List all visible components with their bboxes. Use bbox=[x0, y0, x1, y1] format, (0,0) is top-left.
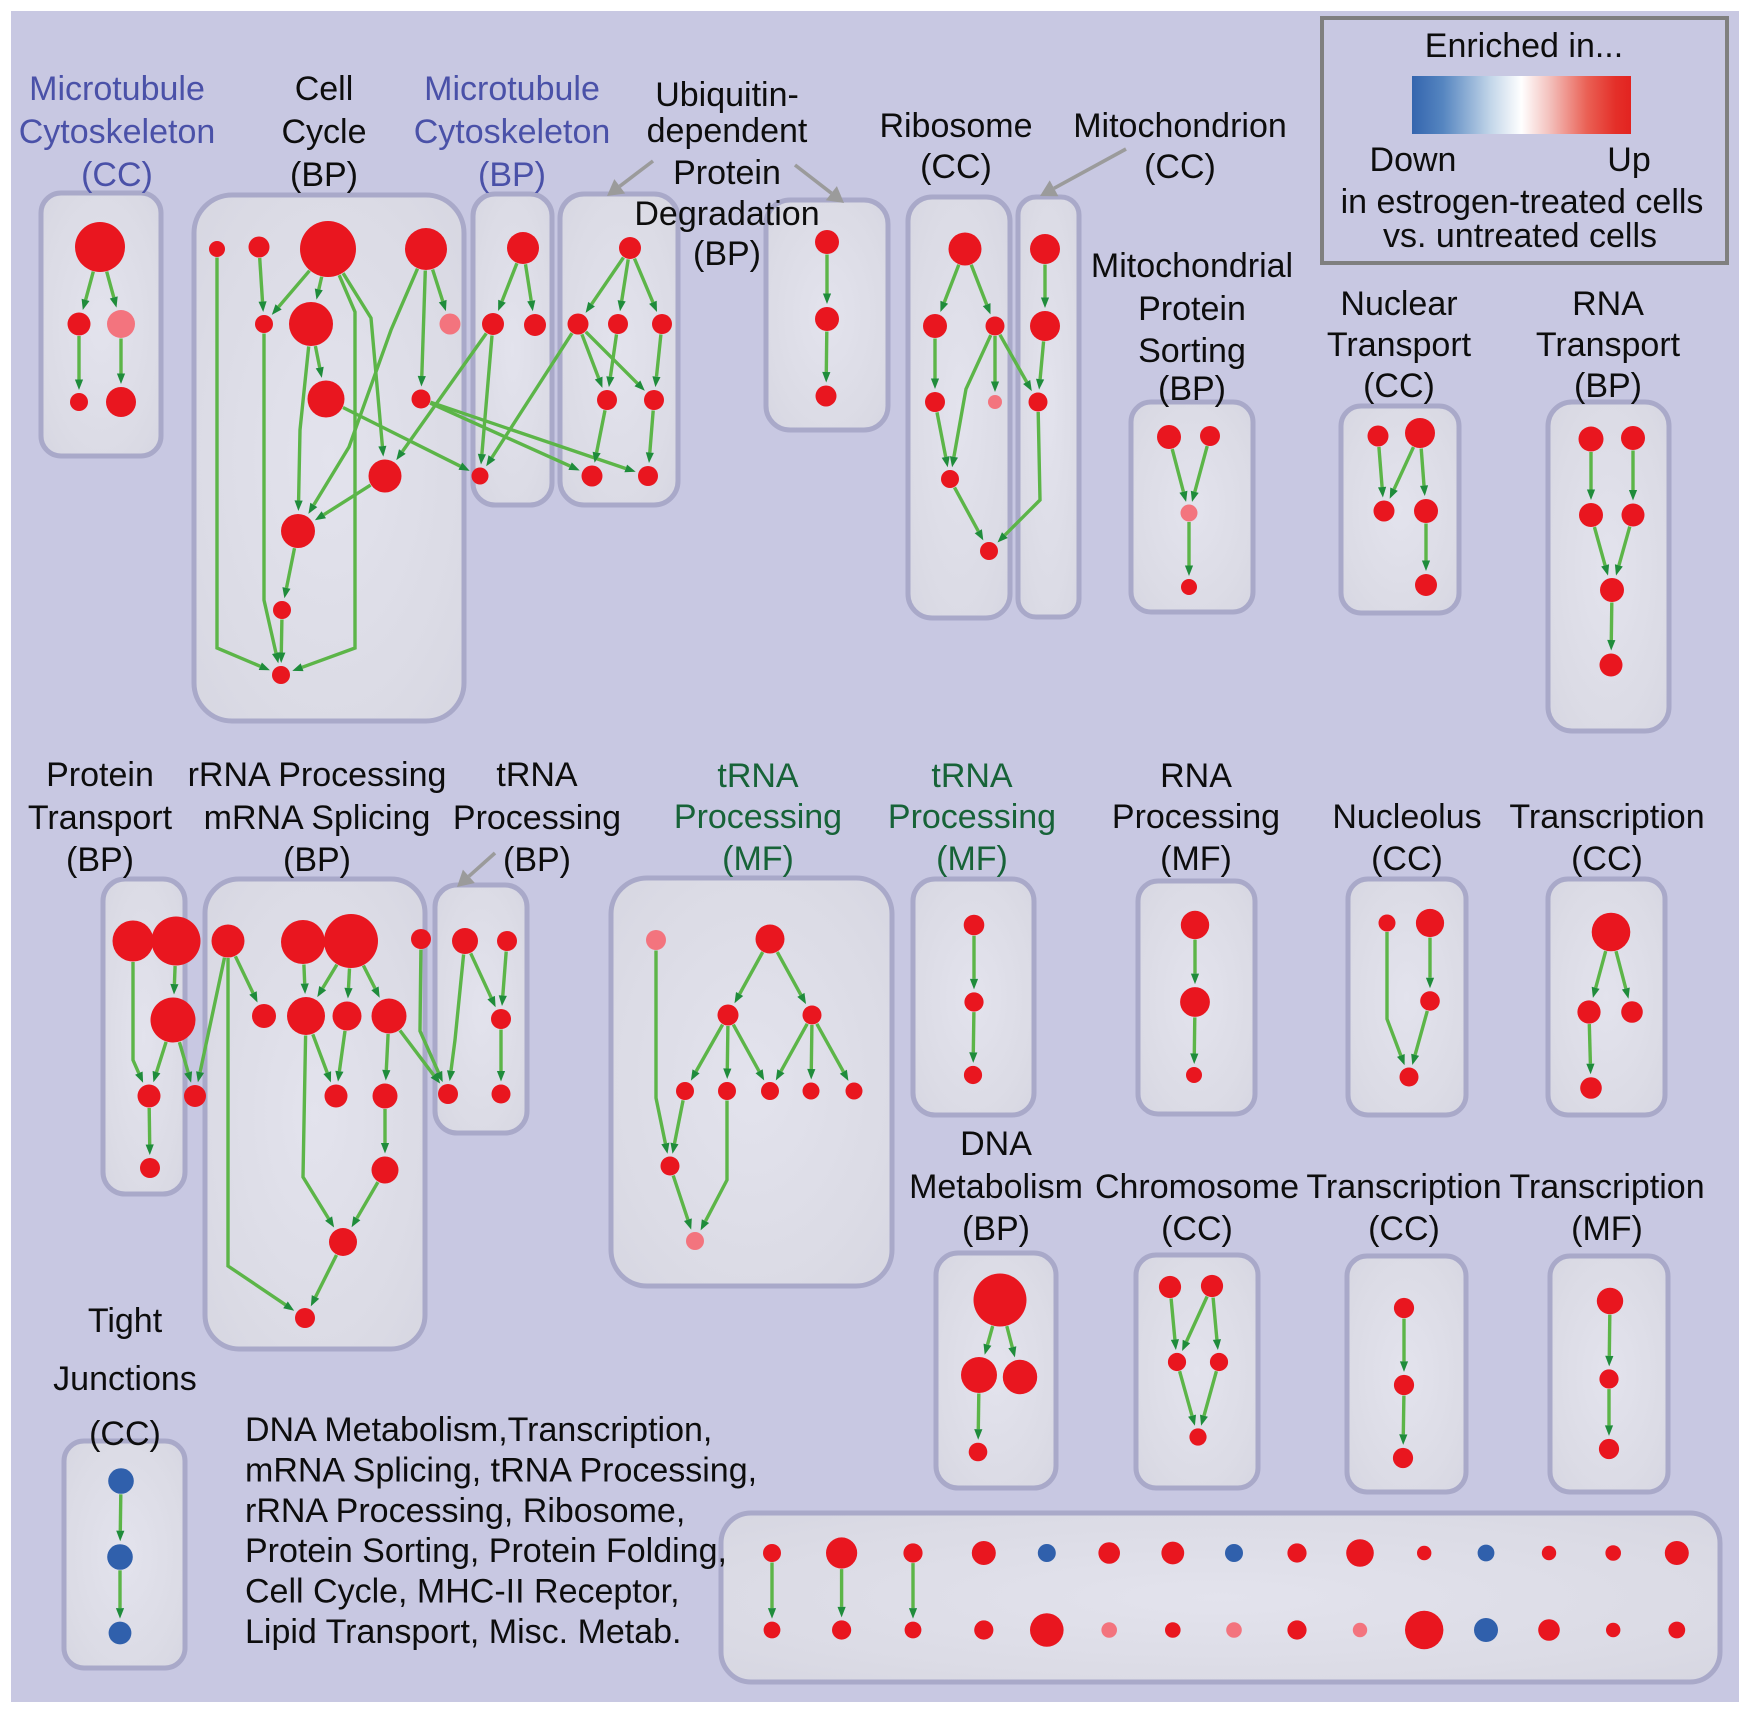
svg-text:(BP): (BP) bbox=[693, 235, 761, 273]
svg-text:Lipid Transport, Misc. Metab.: Lipid Transport, Misc. Metab. bbox=[245, 1613, 682, 1651]
svg-text:Ubiquitin-: Ubiquitin- bbox=[655, 76, 799, 114]
svg-text:dependent: dependent bbox=[647, 112, 808, 150]
svg-text:(BP): (BP) bbox=[1158, 370, 1226, 408]
svg-text:Processing: Processing bbox=[674, 798, 842, 836]
svg-text:(CC): (CC) bbox=[920, 148, 992, 186]
svg-text:(MF): (MF) bbox=[936, 840, 1008, 878]
svg-text:tRNA: tRNA bbox=[931, 757, 1013, 795]
svg-text:Nuclear: Nuclear bbox=[1340, 285, 1457, 323]
svg-text:(BP): (BP) bbox=[283, 841, 351, 879]
svg-text:Cell: Cell bbox=[295, 70, 354, 108]
svg-text:Down: Down bbox=[1370, 141, 1457, 179]
svg-text:DNA: DNA bbox=[960, 1125, 1032, 1163]
svg-text:rRNA Processing: rRNA Processing bbox=[188, 756, 447, 794]
svg-text:(BP): (BP) bbox=[962, 1210, 1030, 1248]
svg-text:Junctions: Junctions bbox=[53, 1360, 197, 1398]
svg-text:(CC): (CC) bbox=[1363, 367, 1435, 405]
svg-text:Microtubule: Microtubule bbox=[29, 70, 205, 108]
svg-text:Nucleolus: Nucleolus bbox=[1332, 798, 1481, 836]
svg-text:Transport: Transport bbox=[1327, 326, 1472, 364]
svg-text:Protein Sorting, Protein Foldi: Protein Sorting, Protein Folding, bbox=[245, 1532, 727, 1570]
svg-text:(BP): (BP) bbox=[290, 156, 358, 194]
svg-text:Up: Up bbox=[1607, 141, 1650, 179]
svg-text:mRNA Splicing: mRNA Splicing bbox=[204, 799, 431, 837]
svg-text:Transcription: Transcription bbox=[1509, 1168, 1704, 1206]
svg-text:Ribosome: Ribosome bbox=[879, 107, 1032, 145]
svg-text:Protein: Protein bbox=[1138, 290, 1246, 328]
svg-text:(BP): (BP) bbox=[478, 156, 546, 194]
svg-text:Cell Cycle, MHC-II Receptor,: Cell Cycle, MHC-II Receptor, bbox=[245, 1573, 680, 1611]
svg-text:vs. untreated cells: vs. untreated cells bbox=[1383, 217, 1657, 255]
svg-text:Protein: Protein bbox=[46, 756, 154, 794]
svg-text:tRNA: tRNA bbox=[717, 757, 799, 795]
svg-text:(MF): (MF) bbox=[1160, 840, 1232, 878]
svg-text:(BP): (BP) bbox=[66, 841, 134, 879]
svg-text:(CC): (CC) bbox=[1371, 840, 1443, 878]
svg-text:(CC): (CC) bbox=[1368, 1210, 1440, 1248]
svg-text:Processing: Processing bbox=[1112, 798, 1280, 836]
svg-text:Processing: Processing bbox=[453, 799, 621, 837]
svg-text:Transcription: Transcription bbox=[1509, 798, 1704, 836]
svg-text:Transport: Transport bbox=[1536, 326, 1681, 364]
svg-text:Sorting: Sorting bbox=[1138, 332, 1246, 370]
svg-text:rRNA Processing, Ribosome,: rRNA Processing, Ribosome, bbox=[245, 1492, 685, 1530]
svg-text:Metabolism: Metabolism bbox=[909, 1168, 1083, 1206]
svg-text:Transcription: Transcription bbox=[1306, 1168, 1501, 1206]
svg-text:mRNA Splicing, tRNA Processing: mRNA Splicing, tRNA Processing, bbox=[245, 1451, 757, 1489]
svg-text:tRNA: tRNA bbox=[496, 756, 578, 794]
svg-text:(BP): (BP) bbox=[1574, 367, 1642, 405]
svg-text:(CC): (CC) bbox=[81, 156, 153, 194]
svg-text:Processing: Processing bbox=[888, 798, 1056, 836]
svg-text:Enriched in...: Enriched in... bbox=[1425, 27, 1623, 65]
svg-text:(BP): (BP) bbox=[503, 841, 571, 879]
svg-text:Mitochondrial: Mitochondrial bbox=[1091, 247, 1293, 285]
svg-text:Microtubule: Microtubule bbox=[424, 70, 600, 108]
svg-text:(CC): (CC) bbox=[89, 1415, 161, 1453]
svg-text:RNA: RNA bbox=[1160, 757, 1232, 795]
svg-text:(CC): (CC) bbox=[1571, 840, 1643, 878]
svg-text:Chromosome: Chromosome bbox=[1095, 1168, 1299, 1206]
svg-text:Protein: Protein bbox=[673, 154, 781, 192]
svg-text:Degradation: Degradation bbox=[634, 195, 819, 233]
svg-text:Tight: Tight bbox=[88, 1302, 163, 1340]
svg-text:Mitochondrion: Mitochondrion bbox=[1073, 107, 1287, 145]
svg-text:DNA Metabolism,Transcription,: DNA Metabolism,Transcription, bbox=[245, 1411, 712, 1449]
svg-text:(CC): (CC) bbox=[1144, 148, 1216, 186]
svg-text:Cytoskeleton: Cytoskeleton bbox=[19, 113, 216, 151]
svg-text:Cytoskeleton: Cytoskeleton bbox=[414, 113, 611, 151]
svg-text:(MF): (MF) bbox=[1571, 1210, 1643, 1248]
svg-text:(MF): (MF) bbox=[722, 840, 794, 878]
svg-text:Transport: Transport bbox=[28, 799, 173, 837]
svg-text:in estrogen-treated cells: in estrogen-treated cells bbox=[1341, 183, 1704, 221]
svg-text:Cycle: Cycle bbox=[281, 113, 366, 151]
svg-text:RNA: RNA bbox=[1572, 285, 1644, 323]
svg-text:(CC): (CC) bbox=[1161, 1210, 1233, 1248]
